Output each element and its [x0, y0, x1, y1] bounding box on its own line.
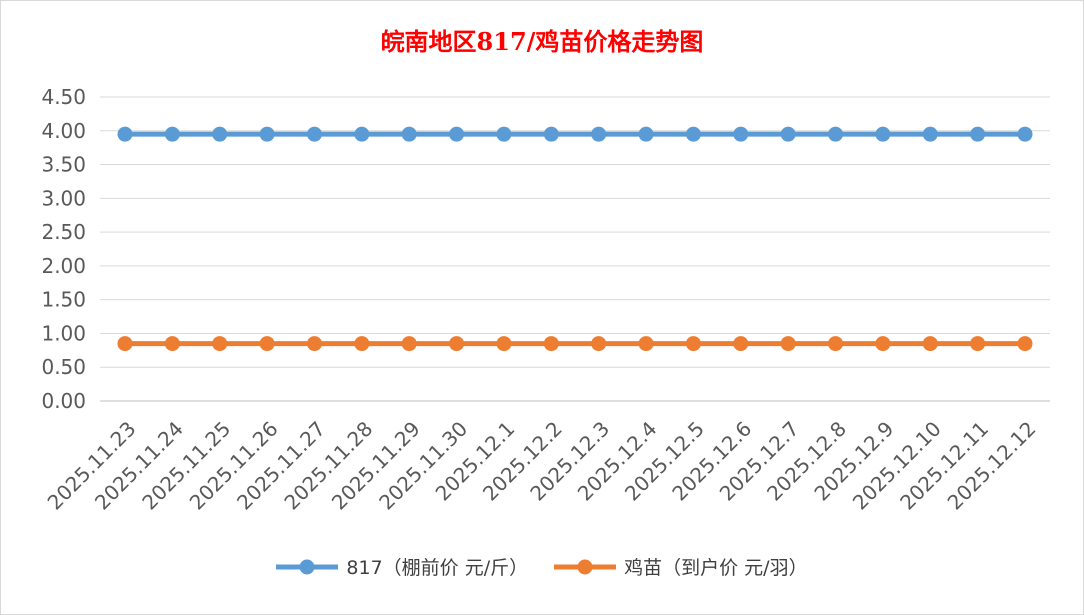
data-point: [401, 336, 417, 352]
y-tick-label: 4.50: [41, 85, 86, 109]
data-point: [212, 126, 228, 142]
data-point: [164, 126, 180, 142]
data-point: [1017, 336, 1033, 352]
data-point: [638, 126, 654, 142]
data-point: [259, 126, 275, 142]
data-point: [306, 126, 322, 142]
data-point: [449, 336, 465, 352]
y-tick-label: 2.50: [41, 220, 86, 244]
legend-item-chick: 鸡苗（到户价 元/羽）: [554, 553, 808, 580]
data-point: [922, 126, 938, 142]
data-point: [1017, 126, 1033, 142]
y-tick-label: 2.00: [41, 254, 86, 278]
data-point: [117, 126, 133, 142]
data-point: [685, 126, 701, 142]
data-point: [970, 126, 986, 142]
data-point: [922, 336, 938, 352]
data-point: [780, 336, 796, 352]
y-tick-label: 0.50: [41, 355, 86, 379]
y-tick-label: 3.00: [41, 186, 86, 210]
data-point: [875, 336, 891, 352]
data-point: [591, 126, 607, 142]
data-point: [306, 336, 322, 352]
legend-marker-chick: [577, 559, 593, 574]
legend-swatch-817: [276, 559, 339, 574]
data-point: [212, 336, 228, 352]
y-tick-label: 4.00: [41, 119, 86, 143]
data-point: [970, 336, 986, 352]
chart-title: 皖南地区817/鸡苗价格走势图: [380, 27, 704, 56]
legend-label-chick: 鸡苗（到户价 元/羽）: [624, 557, 808, 579]
data-point: [354, 336, 370, 352]
y-tick-label: 1.00: [41, 321, 86, 345]
data-point: [828, 126, 844, 142]
legend-label-817: 817（棚前价 元/斤）: [346, 557, 529, 579]
legend-marker-817: [299, 559, 315, 574]
data-point: [449, 126, 465, 142]
legend-item-817: 817（棚前价 元/斤）: [276, 553, 528, 580]
y-tick-label: 0.00: [41, 389, 86, 413]
data-point: [591, 336, 607, 352]
legend: 817（棚前价 元/斤） 鸡苗（到户价 元/羽）: [0, 553, 1084, 580]
y-tick-label: 3.50: [41, 153, 86, 177]
data-point: [354, 126, 370, 142]
data-point: [780, 126, 796, 142]
data-point: [164, 336, 180, 352]
data-point: [117, 336, 133, 352]
data-point: [543, 336, 559, 352]
data-point: [733, 336, 749, 352]
legend-swatch-chick: [554, 559, 617, 574]
data-point: [685, 336, 701, 352]
data-point: [828, 336, 844, 352]
data-point: [401, 126, 417, 142]
data-point: [543, 126, 559, 142]
data-point: [875, 126, 891, 142]
grid-lines: [100, 96, 1050, 402]
x-axis-ticks: 2025.11.232025.11.242025.11.252025.11.26…: [43, 417, 1041, 515]
data-point: [638, 336, 654, 352]
series-lines: [117, 126, 1033, 352]
y-axis-ticks: 0.00 0.50 1.00 1.50 2.00 2.50 3.00 3.50 4.00 4.50: [41, 85, 86, 413]
data-point: [733, 126, 749, 142]
data-point: [496, 336, 512, 352]
data-point: [496, 126, 512, 142]
data-point: [259, 336, 275, 352]
y-tick-label: 1.50: [41, 288, 86, 312]
